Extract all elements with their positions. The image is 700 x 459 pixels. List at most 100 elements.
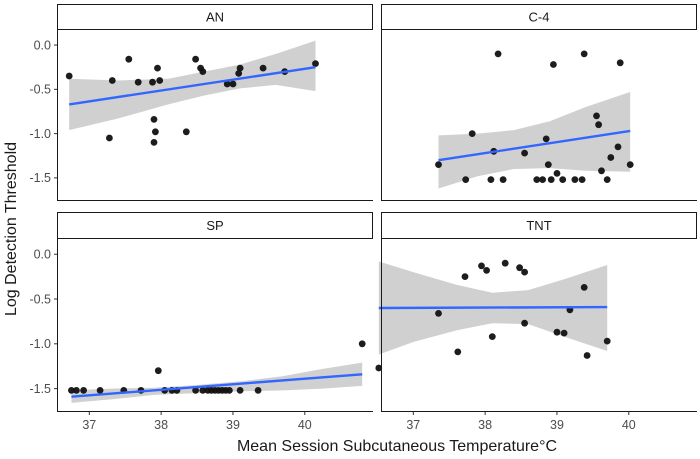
- data-point-tnt-17: [603, 337, 611, 345]
- data-point-c4-10: [539, 176, 546, 184]
- strip-sp: [57, 212, 373, 239]
- data-point-c4-21: [595, 121, 602, 129]
- x-tick-label: 39: [226, 418, 240, 432]
- data-point-tnt-5: [478, 262, 485, 270]
- data-point-tnt-7: [488, 333, 496, 340]
- data-point-an-3: [108, 77, 116, 84]
- data-point-c4-19: [580, 50, 588, 58]
- data-point-sp-1: [68, 387, 75, 394]
- x-tick-label: 38: [478, 418, 492, 432]
- data-point-tnt-4: [461, 273, 469, 280]
- strip-tnt: [381, 212, 697, 239]
- data-point-c4-18: [578, 176, 586, 184]
- strip-c4: [381, 4, 697, 30]
- data-point-c4-2: [462, 176, 470, 184]
- x-tick-label: 37: [82, 418, 96, 432]
- panel-c4: C-4: [381, 4, 697, 201]
- data-point-tnt-3: [454, 348, 462, 356]
- data-point-sp-21: [254, 387, 262, 394]
- strip-label-an: AN: [206, 10, 224, 25]
- y-tick-label: -0.5: [29, 83, 51, 97]
- data-point-tnt-10: [521, 268, 528, 276]
- data-point-c4-9: [533, 176, 541, 184]
- data-point-c4-11: [542, 135, 550, 143]
- data-point-an-1: [65, 72, 73, 80]
- data-point-c4-1: [435, 161, 442, 169]
- data-point-an-12: [182, 128, 190, 136]
- confidence-band-sp: [71, 362, 363, 403]
- data-point-an-7: [150, 116, 158, 123]
- data-point-c4-13: [547, 176, 555, 184]
- data-point-tnt-12: [553, 328, 561, 336]
- data-point-an-22: [312, 60, 319, 67]
- data-point-an-4: [125, 55, 133, 63]
- x-tick-label: 39: [550, 418, 564, 432]
- data-point-an-19: [236, 64, 244, 72]
- panel-sp: SP: [57, 212, 373, 412]
- data-point-sp-22: [358, 340, 366, 348]
- x-tick-label: 40: [298, 418, 312, 432]
- data-point-c4-15: [553, 170, 561, 177]
- data-point-c4-17: [571, 176, 579, 184]
- panel-tnt: TNT: [375, 212, 697, 412]
- data-point-c4-4: [487, 176, 495, 184]
- data-point-c4-3: [468, 130, 476, 138]
- data-point-tnt-8: [501, 259, 509, 267]
- data-point-an-8: [152, 128, 159, 136]
- confidence-band-c4: [438, 92, 631, 189]
- x-tick-label: 40: [622, 418, 636, 432]
- data-point-an-16: [223, 80, 231, 88]
- data-point-tnt-2: [435, 310, 442, 317]
- data-point-sp-3: [80, 387, 87, 394]
- fit-line-sp: [71, 373, 363, 398]
- strip-an: [57, 4, 373, 30]
- strip-label-sp: SP: [206, 218, 223, 233]
- data-point-an-10: [154, 64, 161, 72]
- data-point-an-2: [106, 134, 113, 142]
- data-point-c4-23: [603, 176, 611, 184]
- data-point-sp-11: [192, 387, 200, 394]
- data-point-c4-25: [614, 143, 622, 151]
- y-tick-label: 0.0: [34, 38, 51, 52]
- data-point-c4-20: [593, 112, 600, 120]
- fit-line-c4: [438, 129, 631, 162]
- data-point-an-20: [259, 64, 267, 72]
- panels-layer: AN C-4 SP TNT: [57, 4, 697, 412]
- data-point-sp-2: [73, 387, 80, 394]
- data-point-tnt-11: [521, 319, 528, 327]
- data-point-an-13: [192, 55, 200, 63]
- data-point-an-9: [150, 139, 158, 146]
- axes-layer: 0.0 -0.5 -1.0 -1.5 0.0 -0.5 -1.0 -1.5 37 38 39 40 37…: [29, 38, 635, 432]
- data-point-c4-7: [499, 176, 507, 184]
- data-point-tnt-1: [375, 364, 383, 372]
- data-point-sp-20: [236, 387, 244, 394]
- data-point-c4-26: [616, 59, 624, 67]
- y-axis-title: Log Detection Threshold: [3, 142, 20, 316]
- data-point-c4-16: [559, 176, 567, 184]
- data-point-an-18: [235, 70, 243, 77]
- data-point-c4-27: [626, 161, 634, 169]
- data-point-sp-19: [226, 387, 233, 394]
- y-tick-label: -0.5: [29, 292, 51, 306]
- y-tick-label: -1.5: [29, 171, 51, 185]
- data-point-tnt-6: [483, 267, 490, 274]
- data-point-tnt-16: [583, 352, 591, 359]
- data-point-c4-24: [607, 154, 615, 161]
- strip-label-c4: C-4: [529, 10, 550, 25]
- strip-label-tnt: TNT: [526, 218, 551, 233]
- data-point-c4-14: [550, 61, 557, 68]
- data-point-an-5: [134, 78, 142, 86]
- y-tick-label: -1.5: [29, 382, 51, 396]
- data-point-tnt-9: [516, 264, 523, 272]
- data-point-c4-6: [494, 50, 502, 58]
- y-tick-label: 0.0: [34, 248, 51, 262]
- y-tick-label: -1.0: [29, 337, 51, 351]
- data-point-sp-12: [199, 387, 207, 394]
- data-point-sp-4: [96, 387, 104, 394]
- x-axis-title: Mean Session Subcutaneous Temperature°C: [237, 438, 557, 455]
- data-point-an-17: [229, 80, 237, 88]
- data-point-sp-7: [154, 367, 162, 375]
- data-point-an-15: [199, 68, 207, 75]
- fit-line-an: [69, 66, 316, 106]
